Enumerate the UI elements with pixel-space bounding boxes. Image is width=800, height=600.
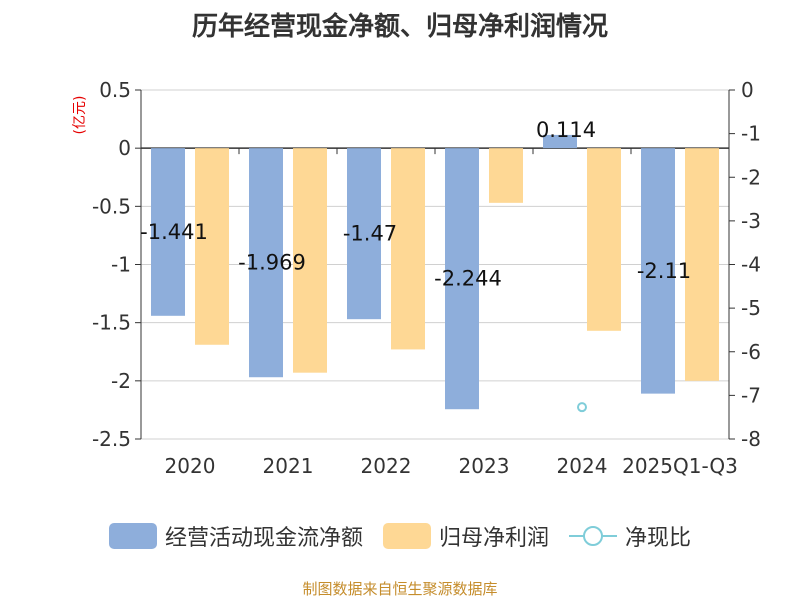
legend: 经营活动现金流净额 归母净利润 净现比 — [0, 518, 800, 554]
x-axis-tick-label: 2025Q1-Q3 — [622, 454, 738, 478]
chart-title: 历年经营现金净额、归母净利润情况 — [191, 12, 608, 42]
bar-net-profit — [489, 148, 523, 203]
bar-cash-flow — [543, 134, 577, 149]
right-axis-tick-label: -6 — [741, 340, 761, 364]
legend-swatch-ratio — [569, 523, 617, 549]
bar-cash-flow — [445, 148, 479, 410]
data-label-cash-flow: -1.47 — [343, 222, 397, 246]
right-axis-tick-label: -4 — [741, 253, 761, 277]
bar-cash-flow — [249, 148, 283, 378]
left-axis-tick-label: -2 — [111, 369, 131, 393]
bar-cash-flow — [347, 148, 381, 320]
x-axis-tick-label: 2024 — [557, 454, 608, 478]
left-axis-tick-label: 0 — [118, 136, 131, 160]
legend-swatch-cash-flow — [108, 523, 157, 549]
left-axis-tick-label: -1 — [111, 253, 131, 277]
legend-label-cash-flow: 经营活动现金流净额 — [164, 526, 363, 551]
x-axis-tick-label: 2023 — [459, 454, 510, 478]
bar-net-profit — [587, 148, 621, 331]
bar-net-profit — [195, 148, 229, 345]
right-axis-tick-label: -7 — [741, 383, 761, 407]
left-axis-tick-label: 0.5 — [99, 78, 131, 102]
ratio-point — [577, 402, 587, 413]
source-note: 制图数据来自恒生聚源数据库 — [302, 580, 498, 598]
bar-net-profit — [293, 148, 327, 373]
x-axis-tick-label: 2022 — [361, 454, 412, 478]
data-label-cash-flow: -1.969 — [238, 251, 306, 275]
bar-cash-flow — [151, 148, 185, 316]
right-axis-tick-label: -8 — [741, 427, 761, 451]
legend-item-net-profit[interactable]: 归母净利润 — [382, 520, 549, 552]
left-axis-unit: (亿元) — [72, 96, 88, 135]
right-axis-tick-label: 0 — [741, 78, 754, 102]
legend-item-cash-flow[interactable]: 经营活动现金流净额 — [108, 520, 363, 552]
x-axis-tick-label: 2021 — [263, 454, 314, 478]
right-axis-tick-label: -5 — [741, 296, 761, 320]
legend-swatch-net-profit — [382, 523, 431, 549]
legend-label-net-profit: 归母净利润 — [438, 526, 549, 551]
legend-item-ratio[interactable]: 净现比 — [569, 520, 691, 552]
left-axis-tick-label: -0.5 — [92, 194, 131, 218]
left-axis-tick-label: -2.5 — [92, 427, 131, 451]
right-axis-tick-label: -2 — [741, 165, 761, 189]
bar-net-profit — [391, 148, 425, 350]
data-label-cash-flow: -2.11 — [637, 259, 691, 283]
x-axis-tick-label: 2020 — [165, 454, 216, 478]
right-axis-tick-label: -1 — [741, 122, 761, 146]
bar-cash-flow — [641, 148, 675, 394]
data-label-cash-flow: -2.244 — [434, 267, 502, 291]
data-label-cash-flow: 0.114 — [536, 118, 596, 142]
legend-label-ratio: 净现比 — [625, 526, 692, 551]
left-axis-tick-label: -1.5 — [92, 311, 131, 335]
bar-net-profit — [685, 148, 719, 381]
right-axis-tick-label: -3 — [741, 209, 761, 233]
data-label-cash-flow: -1.441 — [140, 220, 208, 244]
